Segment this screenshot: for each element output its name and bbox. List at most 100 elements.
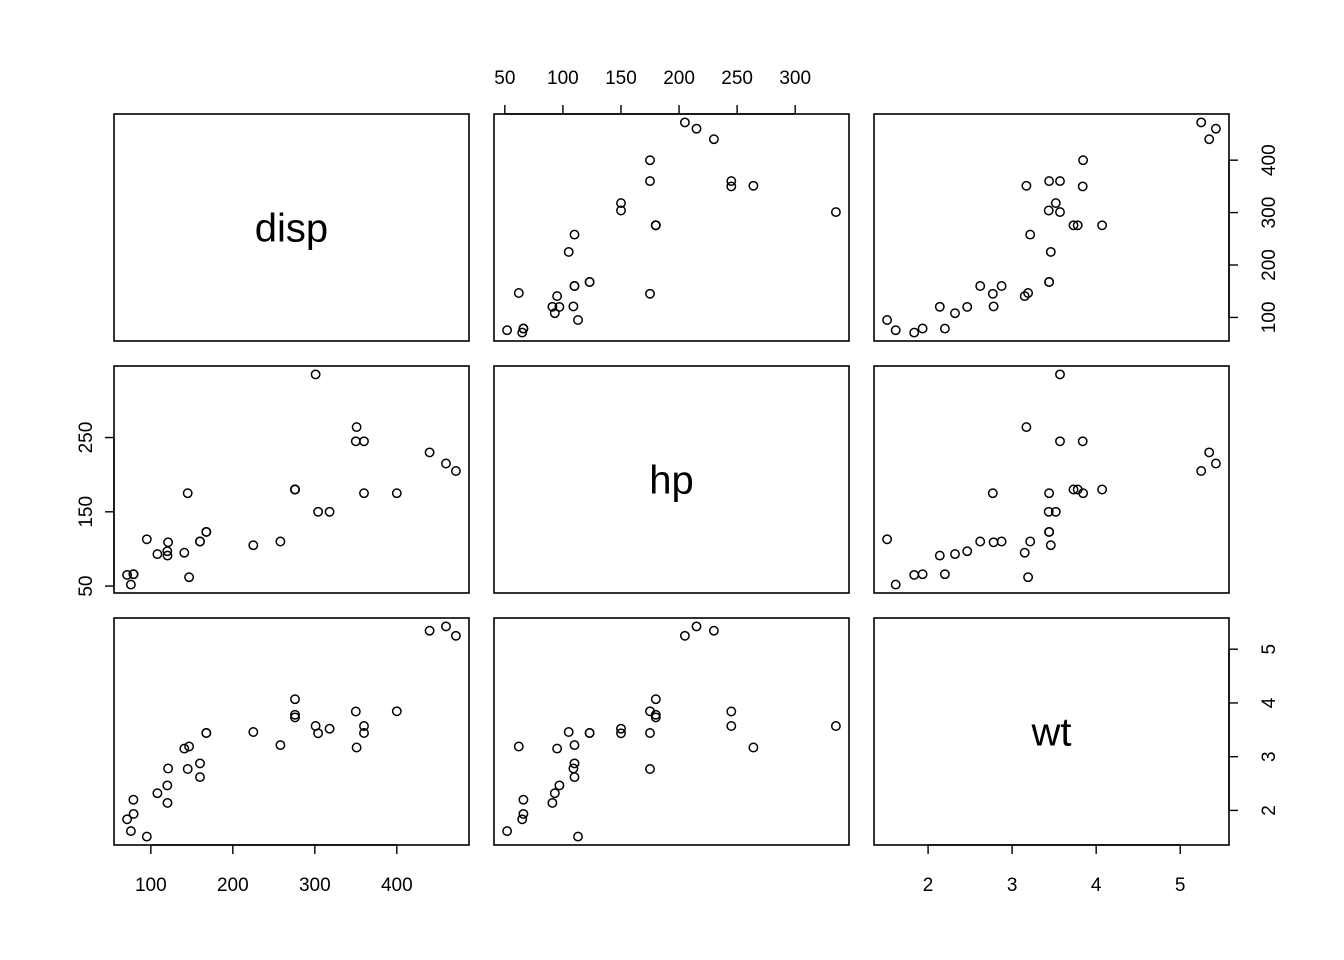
data-point (975, 281, 986, 291)
data-point (1044, 488, 1055, 499)
data-point (554, 301, 565, 312)
data-point (1204, 134, 1215, 145)
data-point (645, 764, 655, 774)
data-point (549, 788, 560, 799)
data-point (568, 763, 579, 774)
data-point (391, 706, 402, 717)
data-point (1210, 123, 1221, 134)
data-point (962, 546, 973, 557)
data-point (1196, 117, 1207, 128)
data-point (1210, 458, 1221, 469)
data-point (584, 728, 595, 738)
data-point (195, 758, 205, 769)
data-point (1077, 436, 1088, 447)
panel-frame (873, 365, 1230, 594)
data-point (1021, 422, 1032, 433)
panel-hp-vs-wt (873, 365, 1230, 594)
data-point (359, 728, 369, 738)
data-point (1023, 572, 1034, 583)
tick-label: 50 (76, 576, 97, 597)
data-point (162, 550, 173, 561)
panel-disp-vs-disp: disp (113, 113, 470, 342)
data-point (502, 325, 513, 336)
data-point (450, 466, 461, 476)
data-point (1097, 484, 1108, 495)
data-point (424, 447, 435, 458)
data-point (324, 506, 335, 517)
panel-disp-vs-wt (873, 113, 1230, 342)
data-point (573, 831, 583, 842)
data-point (313, 506, 324, 517)
data-point (351, 422, 362, 433)
tick-label: 100 (547, 68, 579, 89)
data-point (616, 723, 626, 734)
data-point (125, 579, 136, 590)
data-point (1068, 484, 1079, 495)
data-point (518, 794, 529, 805)
data-point (1043, 205, 1054, 216)
data-point (552, 743, 563, 754)
data-point (351, 742, 362, 753)
tick-label: 150 (605, 68, 637, 89)
data-point (645, 155, 655, 166)
panel-wt-vs-wt: wt (873, 617, 1230, 846)
data-point (275, 536, 286, 547)
data-point (1072, 220, 1083, 231)
diagonal-label-wt: wt (1031, 711, 1072, 755)
data-point (726, 721, 737, 731)
data-point (950, 308, 960, 319)
panel-frame (873, 113, 1230, 342)
data-point (584, 277, 595, 287)
tick-label: 3 (1007, 875, 1018, 896)
data-point (1044, 277, 1055, 287)
data-point (1045, 246, 1056, 257)
tick-label: 250 (76, 422, 97, 454)
data-point (517, 814, 528, 825)
panel-frame (493, 113, 850, 342)
panel-frame (493, 365, 850, 594)
tick-label: 200 (217, 875, 249, 896)
data-point (122, 814, 133, 825)
right-axis-wt: 2 3 4 5 (1228, 644, 1280, 816)
data-point (125, 826, 136, 837)
data-point (1204, 447, 1215, 458)
data-point (573, 315, 583, 325)
data-point (917, 323, 928, 334)
tick-label: 300 (299, 875, 331, 896)
data-point (179, 743, 190, 754)
data-point (569, 740, 580, 751)
data-point (1050, 506, 1061, 517)
data-point (201, 526, 212, 537)
data-point (679, 630, 690, 641)
data-point (290, 694, 300, 705)
panel-disp-vs-hp (493, 113, 850, 342)
right-axis-disp: 100 200 300 400 (1228, 144, 1280, 333)
data-point (996, 281, 1007, 291)
data-point (1078, 488, 1089, 499)
data-point (350, 706, 361, 717)
data-point (1044, 176, 1055, 187)
data-point (391, 488, 402, 499)
data-point (650, 220, 661, 231)
data-point (645, 728, 655, 738)
data-point (830, 207, 841, 218)
data-point (645, 176, 655, 187)
data-point (917, 569, 928, 580)
data-point (748, 742, 759, 753)
data-point (184, 741, 195, 752)
tick-label: 50 (494, 68, 515, 89)
data-point (179, 547, 190, 558)
data-point (882, 534, 893, 545)
data-point (182, 488, 193, 499)
panel-wt-vs-hp (493, 617, 850, 846)
data-point (152, 549, 163, 560)
tick-label: 200 (663, 68, 695, 89)
data-point (152, 788, 163, 799)
data-point (1050, 198, 1061, 209)
data-point (359, 721, 369, 731)
data-point (890, 325, 901, 336)
top-axis-hp: 50 100 150 200 250 300 (494, 68, 811, 115)
data-point (616, 205, 626, 216)
data-point (518, 323, 529, 334)
diagonal-label-disp: disp (255, 207, 328, 251)
